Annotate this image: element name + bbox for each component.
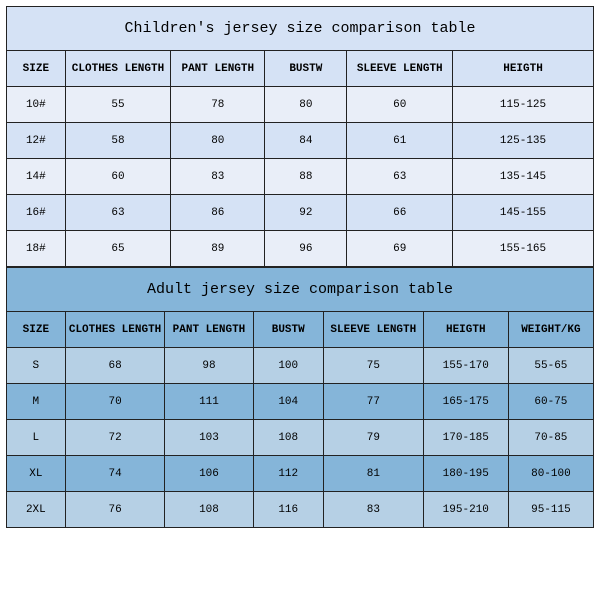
table-row: M 70 111 104 77 165-175 60-75 [7,384,594,420]
cell-pant-length: 86 [171,195,265,231]
cell-size: 14# [7,159,66,195]
cell-pant-length: 89 [171,231,265,267]
cell-clothes-length: 68 [65,348,165,384]
cell-pant-length: 98 [165,348,253,384]
table-row: 10# 55 78 80 60 115-125 [7,87,594,123]
adult-table-title: Adult jersey size comparison table [7,268,594,312]
cell-heigth: 145-155 [453,195,594,231]
adult-col-size: SIZE [7,312,66,348]
table-row: S 68 98 100 75 155-170 55-65 [7,348,594,384]
cell-heigth: 115-125 [453,87,594,123]
cell-sleeve-length: 60 [347,87,453,123]
cell-sleeve-length: 81 [323,456,423,492]
cell-sleeve-length: 69 [347,231,453,267]
table-row: 16# 63 86 92 66 145-155 [7,195,594,231]
table-row: 12# 58 80 84 61 125-135 [7,123,594,159]
cell-bustw: 116 [253,492,323,528]
adult-title-row: Adult jersey size comparison table [7,268,594,312]
cell-sleeve-length: 75 [323,348,423,384]
cell-clothes-length: 70 [65,384,165,420]
cell-pant-length: 108 [165,492,253,528]
cell-clothes-length: 74 [65,456,165,492]
adult-col-clothes-length: CLOTHES LENGTH [65,312,165,348]
cell-size: 10# [7,87,66,123]
cell-size: M [7,384,66,420]
children-col-bustw: BUSTW [265,51,347,87]
cell-clothes-length: 55 [65,87,171,123]
cell-weight: 80-100 [508,456,593,492]
cell-heigth: 135-145 [453,159,594,195]
adult-col-heigth: HEIGTH [423,312,508,348]
cell-bustw: 100 [253,348,323,384]
cell-bustw: 108 [253,420,323,456]
adult-col-bustw: BUSTW [253,312,323,348]
size-chart-container: Children's jersey size comparison table … [0,0,600,534]
table-row: XL 74 106 112 81 180-195 80-100 [7,456,594,492]
children-header-row: SIZE CLOTHES LENGTH PANT LENGTH BUSTW SL… [7,51,594,87]
cell-bustw: 80 [265,87,347,123]
cell-clothes-length: 72 [65,420,165,456]
cell-sleeve-length: 79 [323,420,423,456]
cell-bustw: 92 [265,195,347,231]
cell-weight: 70-85 [508,420,593,456]
table-row: 14# 60 83 88 63 135-145 [7,159,594,195]
cell-clothes-length: 63 [65,195,171,231]
children-size-table: Children's jersey size comparison table … [6,6,594,267]
children-col-heigth: HEIGTH [453,51,594,87]
cell-pant-length: 78 [171,87,265,123]
children-table-title: Children's jersey size comparison table [7,7,594,51]
cell-bustw: 88 [265,159,347,195]
children-col-size: SIZE [7,51,66,87]
cell-bustw: 96 [265,231,347,267]
cell-size: XL [7,456,66,492]
cell-size: S [7,348,66,384]
cell-clothes-length: 76 [65,492,165,528]
cell-size: 16# [7,195,66,231]
cell-bustw: 84 [265,123,347,159]
cell-pant-length: 83 [171,159,265,195]
cell-weight: 60-75 [508,384,593,420]
cell-bustw: 104 [253,384,323,420]
cell-weight: 95-115 [508,492,593,528]
cell-heigth: 195-210 [423,492,508,528]
cell-pant-length: 111 [165,384,253,420]
table-row: 18# 65 89 96 69 155-165 [7,231,594,267]
cell-bustw: 112 [253,456,323,492]
children-col-clothes-length: CLOTHES LENGTH [65,51,171,87]
cell-pant-length: 106 [165,456,253,492]
adult-col-weight: WEIGHT/KG [508,312,593,348]
cell-size: 2XL [7,492,66,528]
cell-size: 12# [7,123,66,159]
adult-col-sleeve-length: SLEEVE LENGTH [323,312,423,348]
children-title-row: Children's jersey size comparison table [7,7,594,51]
table-row: L 72 103 108 79 170-185 70-85 [7,420,594,456]
cell-size: 18# [7,231,66,267]
cell-weight: 55-65 [508,348,593,384]
adult-size-table: Adult jersey size comparison table SIZE … [6,267,594,528]
cell-heigth: 155-170 [423,348,508,384]
cell-heigth: 155-165 [453,231,594,267]
cell-clothes-length: 65 [65,231,171,267]
cell-clothes-length: 58 [65,123,171,159]
cell-sleeve-length: 63 [347,159,453,195]
adult-col-pant-length: PANT LENGTH [165,312,253,348]
cell-clothes-length: 60 [65,159,171,195]
table-row: 2XL 76 108 116 83 195-210 95-115 [7,492,594,528]
children-col-pant-length: PANT LENGTH [171,51,265,87]
cell-heigth: 180-195 [423,456,508,492]
adult-header-row: SIZE CLOTHES LENGTH PANT LENGTH BUSTW SL… [7,312,594,348]
cell-sleeve-length: 66 [347,195,453,231]
cell-heigth: 165-175 [423,384,508,420]
cell-heigth: 170-185 [423,420,508,456]
cell-size: L [7,420,66,456]
children-col-sleeve-length: SLEEVE LENGTH [347,51,453,87]
cell-pant-length: 80 [171,123,265,159]
cell-pant-length: 103 [165,420,253,456]
cell-sleeve-length: 77 [323,384,423,420]
cell-sleeve-length: 61 [347,123,453,159]
cell-heigth: 125-135 [453,123,594,159]
cell-sleeve-length: 83 [323,492,423,528]
